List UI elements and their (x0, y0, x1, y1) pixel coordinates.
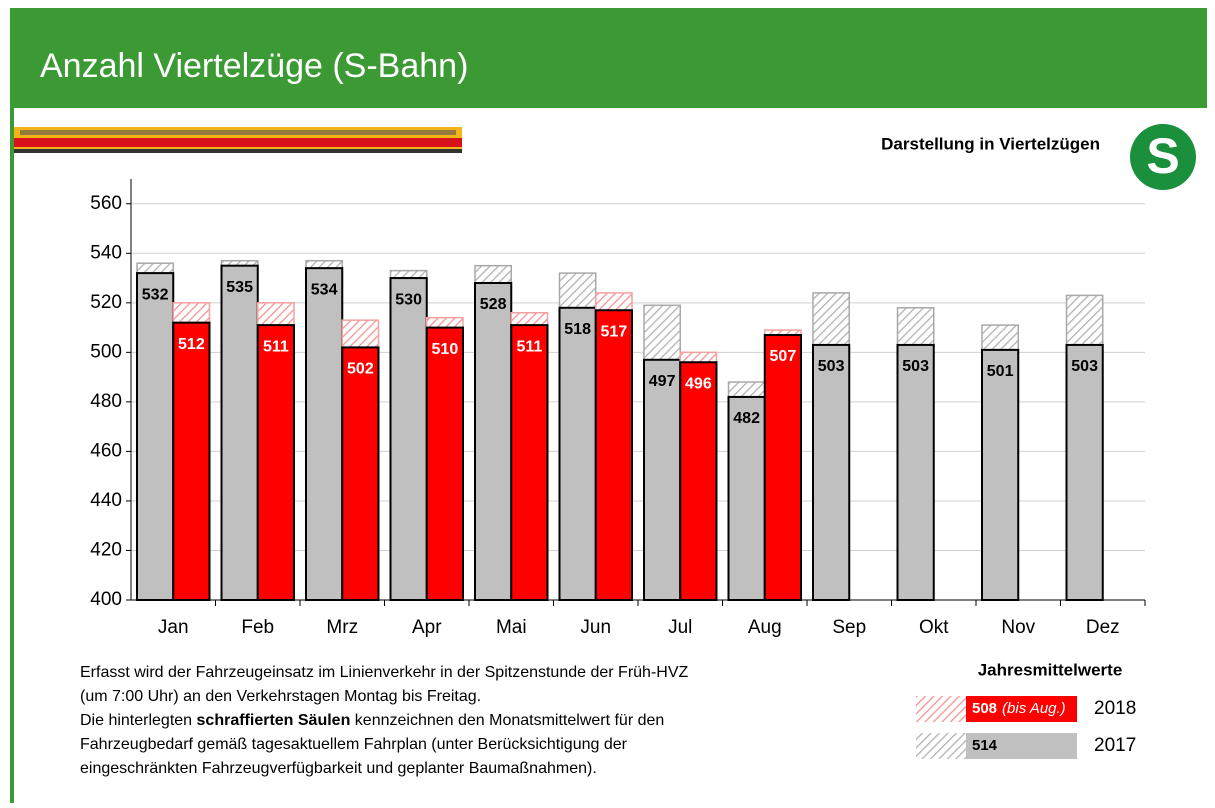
value-label: 510 (432, 341, 459, 358)
legend-value: 514 (972, 737, 998, 754)
value-label: 534 (311, 281, 338, 298)
note-line: Erfasst wird der Fahrzeugeinsatz im Lini… (80, 664, 688, 681)
value-label: 503 (902, 358, 929, 375)
value-label: 502 (347, 361, 374, 378)
value-label: 530 (395, 291, 422, 308)
bar (427, 328, 463, 600)
y-tick-label: 480 (90, 391, 122, 412)
bar (1067, 345, 1103, 600)
bar (137, 273, 173, 600)
bar (391, 278, 427, 600)
x-tick-label: Apr (412, 617, 442, 638)
y-tick-label: 400 (90, 589, 122, 610)
value-label: 528 (480, 296, 507, 313)
bar (729, 397, 765, 600)
legend-number: 514 (972, 737, 998, 754)
value-label: 512 (178, 336, 205, 353)
y-tick-label: 500 (90, 341, 122, 362)
y-tick-label: 440 (90, 490, 122, 511)
value-label: 496 (685, 375, 712, 392)
bar (511, 325, 547, 600)
legend-hatch (916, 733, 966, 759)
note-line: (um 7:00 Uhr) an den Verkehrstagen Monta… (80, 688, 481, 705)
x-tick-label: Sep (832, 617, 866, 638)
x-tick-label: Jul (668, 617, 692, 638)
note-text: Die hinterlegten (80, 712, 197, 729)
bar (596, 310, 632, 600)
value-label: 503 (818, 358, 845, 375)
note-line: Fahrzeugbedarf gemäß tagesaktuellem Fahr… (80, 736, 628, 753)
bar (680, 362, 716, 600)
value-label: 511 (516, 338, 542, 355)
note-line: Die hinterlegten schraffierten Säulen ke… (80, 712, 664, 729)
bar (222, 266, 258, 600)
logo-text: S (1146, 128, 1179, 184)
legend-hatch (916, 696, 966, 722)
x-tick-label: Okt (919, 617, 949, 638)
value-label: 507 (770, 348, 797, 365)
note-line: eingeschränkten Fahrzeugverfügbarkeit un… (80, 760, 597, 777)
bar (475, 283, 511, 600)
value-label: 503 (1071, 358, 1098, 375)
value-label: 497 (649, 373, 676, 390)
y-tick-label: 540 (90, 242, 122, 263)
bar (813, 345, 849, 600)
bar (898, 345, 934, 600)
note-text: eingeschränkten Fahrzeugverfügbarkeit un… (80, 760, 597, 777)
title: Anzahl Viertelzüge (S-Bahn) (40, 47, 468, 85)
legend-title: Jahresmittelwerte (978, 660, 1123, 679)
value-label: 535 (226, 279, 253, 296)
x-tick-label: Dez (1086, 617, 1120, 638)
left-border (10, 8, 14, 803)
value-label: 482 (733, 410, 760, 427)
page: Anzahl Viertelzüge (S-Bahn) Darstellung … (0, 0, 1215, 803)
x-tick-label: Jan (158, 617, 189, 638)
value-label: 501 (987, 363, 1014, 380)
y-tick-label: 560 (90, 193, 122, 214)
legend-note: (bis Aug.) (1002, 700, 1066, 717)
bar (982, 350, 1018, 600)
legend-year: 2017 (1094, 735, 1136, 756)
bar (306, 268, 342, 600)
legend-number: 508 (972, 700, 997, 717)
bar (644, 360, 680, 600)
bar (258, 325, 294, 600)
note-text: Erfasst wird der Fahrzeugeinsatz im Lini… (80, 664, 688, 681)
subtitle: Darstellung in Viertelzügen (881, 134, 1100, 153)
bar (560, 308, 596, 600)
x-tick-label: Aug (748, 617, 782, 638)
note-text: (um 7:00 Uhr) an den Verkehrstagen Monta… (80, 688, 481, 705)
train (14, 127, 462, 153)
y-tick-label: 420 (90, 539, 122, 560)
legend-year: 2018 (1094, 698, 1136, 719)
bar (173, 323, 209, 600)
x-tick-label: Nov (1001, 617, 1035, 638)
note-text: Fahrzeugbedarf gemäß tagesaktuellem Fahr… (80, 736, 628, 753)
x-tick-label: Mrz (326, 617, 358, 638)
x-tick-label: Mai (496, 617, 527, 638)
bar (342, 347, 378, 600)
x-tick-label: Jun (580, 617, 611, 638)
value-label: 518 (564, 321, 591, 338)
x-tick-label: Feb (241, 617, 274, 638)
y-tick-label: 520 (90, 292, 122, 313)
note-text: schraffierten Säulen (197, 712, 351, 729)
legend-value: 508 (bis Aug.) (972, 700, 1066, 717)
value-label: 517 (601, 323, 628, 340)
note-text: kennzeichnen den Monatsmittelwert für de… (350, 712, 664, 729)
value-label: 532 (142, 286, 169, 303)
y-tick-label: 460 (90, 440, 122, 461)
value-label: 511 (263, 338, 289, 355)
bar (765, 335, 801, 600)
